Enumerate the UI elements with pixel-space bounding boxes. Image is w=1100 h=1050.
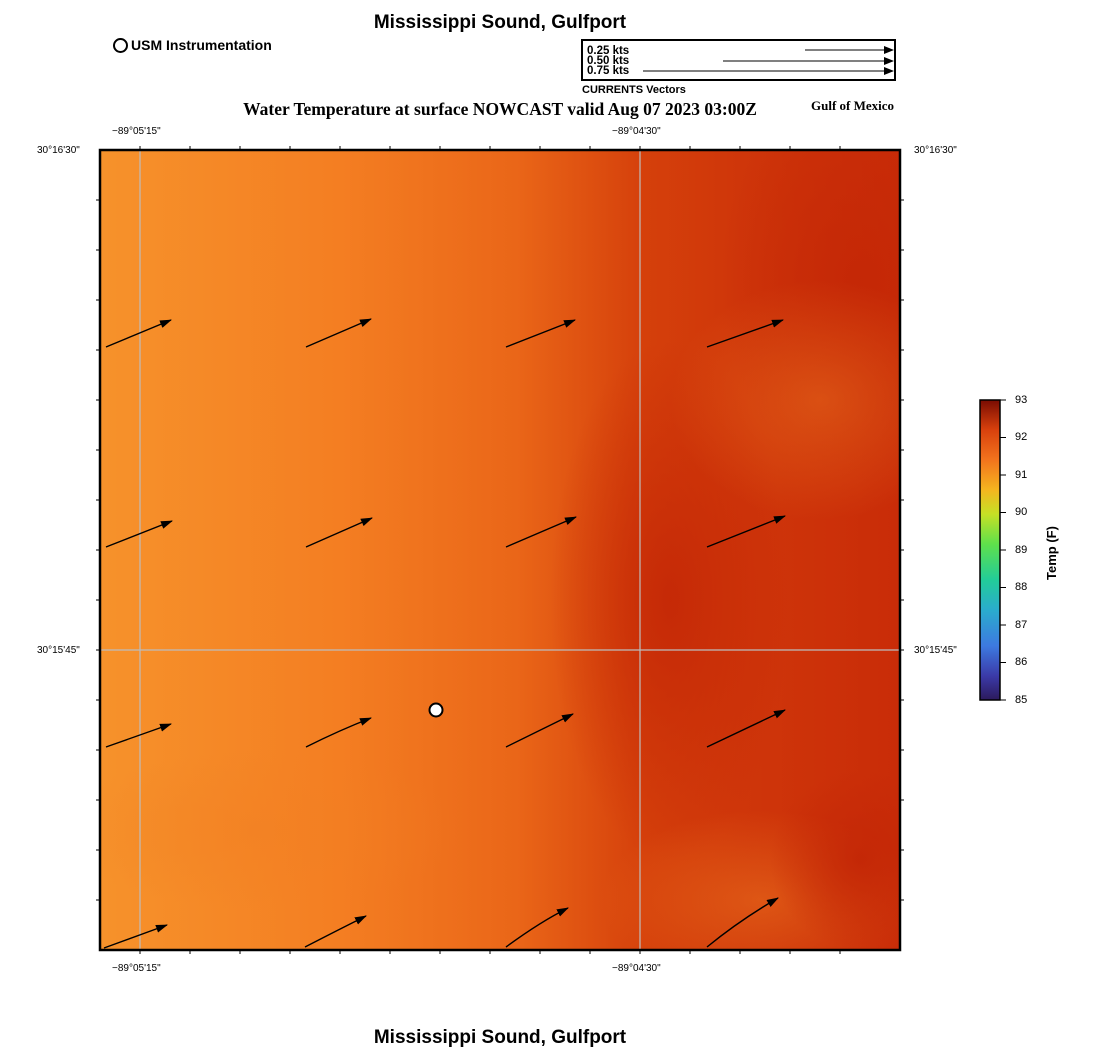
graticule [100, 150, 900, 950]
scale-label-075: 0.75 kts [587, 65, 630, 77]
current-vector [105, 520, 173, 548]
current-vector [505, 907, 569, 948]
current-vector [103, 924, 168, 949]
vectors-caption: CURRENTS Vectors [582, 84, 686, 96]
current-vector [706, 897, 779, 948]
scale-arrows [643, 46, 894, 75]
colorbar [979, 399, 1006, 701]
current-vector [304, 915, 367, 948]
current-vector [505, 516, 577, 548]
colorbar-tick-89: 89 [1015, 544, 1028, 556]
vector-scale-box: 0.25 kts 0.50 kts 0.75 kts [581, 39, 896, 81]
colorbar-tick-91: 91 [1015, 469, 1028, 481]
lat-label-left-2: 30°15'45" [37, 645, 80, 656]
colorbar-tick-90: 90 [1015, 506, 1028, 518]
usm-station-marker [428, 702, 444, 718]
colorbar-tick-93: 93 [1015, 394, 1028, 406]
current-vector [105, 319, 172, 348]
colorbar-tick-86: 86 [1015, 656, 1028, 668]
station-legend-circle-icon [113, 37, 128, 53]
current-vector [706, 319, 784, 348]
colorbar-tick-88: 88 [1015, 581, 1028, 593]
current-vector [305, 517, 373, 548]
temperature-field [100, 150, 900, 950]
current-vector [105, 723, 172, 748]
map-footer-title: Mississippi Sound, Gulfport [373, 1027, 627, 1048]
lon-label-bottom-2: −89°04'30" [612, 963, 661, 974]
current-vectors [103, 318, 786, 949]
lat-label-left-1: 30°16'30" [37, 145, 80, 156]
station-legend-label: USM Instrumentation [131, 37, 272, 53]
current-vector [305, 717, 372, 748]
current-vector [505, 319, 576, 348]
lat-label-right-2: 30°15'45" [914, 645, 957, 656]
lon-label-bottom-1: −89°05'15" [112, 963, 161, 974]
map-subtitle: Water Temperature at surface NOWCAST val… [243, 99, 757, 119]
current-vector [706, 709, 786, 748]
colorbar-gradient [979, 399, 1001, 701]
colorbar-tick-85: 85 [1015, 694, 1028, 706]
lon-label-top-2: −89°04'30" [612, 126, 661, 137]
station-legend: USM Instrumentation [113, 37, 272, 53]
colorbar-ticks [1000, 399, 1006, 701]
lat-label-right-1: 30°16'30" [914, 145, 957, 156]
map-title: Mississippi Sound, Gulfport [373, 12, 627, 33]
lon-label-top-1: −89°05'15" [112, 126, 161, 137]
scale-label-025: 0.25 kts [587, 45, 630, 57]
current-vector [505, 713, 574, 748]
colorbar-tick-87: 87 [1015, 619, 1028, 631]
current-vector [305, 318, 372, 348]
frame-ticks [96, 146, 904, 954]
colorbar-title: Temp (F) [1044, 526, 1059, 580]
colorbar-tick-92: 92 [1015, 431, 1028, 443]
region-label: Gulf of Mexico [811, 98, 895, 113]
scale-label-050: 0.50 kts [587, 55, 630, 67]
current-vector [706, 515, 786, 548]
